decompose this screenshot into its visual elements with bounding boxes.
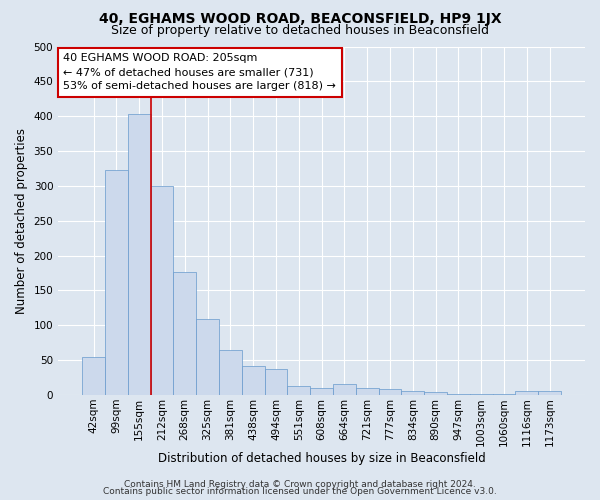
- Bar: [128, 114, 151, 395]
- Bar: [379, 390, 401, 395]
- Bar: [401, 390, 424, 395]
- Bar: [424, 392, 447, 395]
- Bar: [151, 186, 173, 395]
- Bar: [173, 272, 196, 395]
- Bar: [515, 390, 538, 395]
- Bar: [82, 356, 105, 395]
- Bar: [196, 319, 219, 395]
- Bar: [493, 394, 515, 395]
- Bar: [265, 369, 287, 395]
- Bar: [356, 388, 379, 395]
- Bar: [333, 384, 356, 395]
- Bar: [310, 388, 333, 395]
- Bar: [538, 390, 561, 395]
- X-axis label: Distribution of detached houses by size in Beaconsfield: Distribution of detached houses by size …: [158, 452, 485, 465]
- Bar: [105, 170, 128, 395]
- Bar: [447, 394, 470, 395]
- Text: Contains public sector information licensed under the Open Government Licence v3: Contains public sector information licen…: [103, 487, 497, 496]
- Bar: [242, 366, 265, 395]
- Bar: [470, 394, 493, 395]
- Text: 40, EGHAMS WOOD ROAD, BEACONSFIELD, HP9 1JX: 40, EGHAMS WOOD ROAD, BEACONSFIELD, HP9 …: [98, 12, 502, 26]
- Text: Size of property relative to detached houses in Beaconsfield: Size of property relative to detached ho…: [111, 24, 489, 37]
- Y-axis label: Number of detached properties: Number of detached properties: [15, 128, 28, 314]
- Text: 40 EGHAMS WOOD ROAD: 205sqm
← 47% of detached houses are smaller (731)
53% of se: 40 EGHAMS WOOD ROAD: 205sqm ← 47% of det…: [64, 54, 337, 92]
- Text: Contains HM Land Registry data © Crown copyright and database right 2024.: Contains HM Land Registry data © Crown c…: [124, 480, 476, 489]
- Bar: [287, 386, 310, 395]
- Bar: [219, 350, 242, 395]
